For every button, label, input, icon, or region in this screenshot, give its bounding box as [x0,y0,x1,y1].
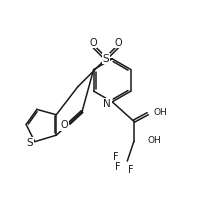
Text: F: F [113,152,118,162]
Text: O: O [61,120,68,130]
Text: O: O [89,38,97,48]
Text: F: F [128,165,133,175]
Text: OH: OH [154,108,167,117]
Text: S: S [27,138,33,148]
Text: OH: OH [148,136,162,145]
Text: N: N [103,99,111,109]
Text: S: S [102,54,109,64]
Text: O: O [115,38,123,48]
Text: F: F [116,162,121,172]
